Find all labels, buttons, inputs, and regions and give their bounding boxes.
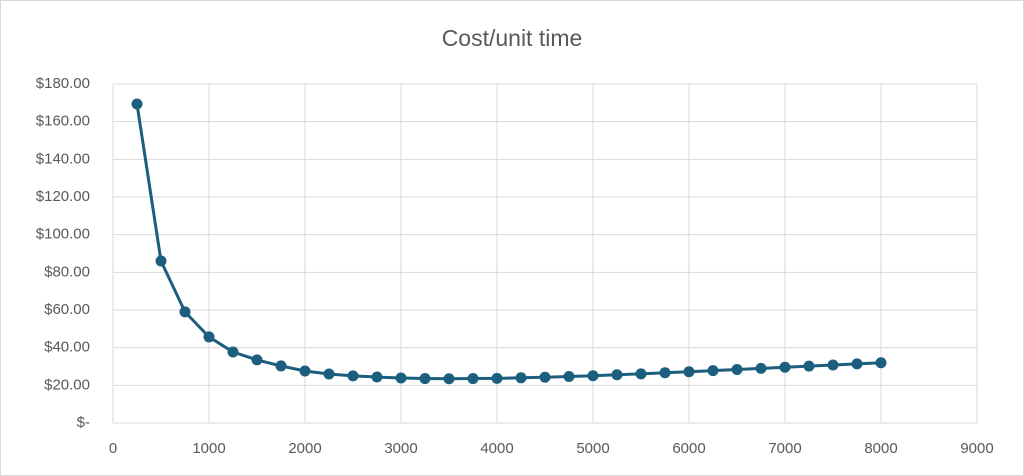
x-tick-label: 7000 [768, 440, 801, 457]
y-tick-label: $140.00 [36, 150, 90, 167]
data-point [539, 371, 551, 383]
data-point [803, 360, 815, 372]
data-point [563, 370, 575, 382]
x-tick-label: 9000 [960, 440, 993, 457]
data-point [491, 372, 503, 384]
y-tick-label: $160.00 [36, 113, 90, 130]
y-tick-label: $40.00 [44, 339, 90, 356]
x-tick-label: 8000 [864, 440, 897, 457]
y-tick-label: $20.00 [44, 376, 90, 393]
data-point [347, 370, 359, 382]
y-tick-label: $60.00 [44, 301, 90, 318]
data-point [659, 367, 671, 379]
data-point [731, 364, 743, 376]
data-point [179, 306, 191, 318]
data-point [323, 368, 335, 380]
x-tick-label: 6000 [672, 440, 705, 457]
data-point [707, 365, 719, 377]
data-point [635, 368, 647, 380]
data-point [683, 366, 695, 378]
x-tick-label: 5000 [576, 440, 609, 457]
data-point [395, 372, 407, 384]
chart-title: Cost/unit time [442, 25, 583, 51]
data-point [251, 354, 263, 366]
y-tick-label: $80.00 [44, 263, 90, 280]
data-point [851, 358, 863, 370]
x-tick-label: 0 [109, 440, 117, 457]
data-point [203, 331, 215, 343]
y-tick-label: $180.00 [36, 75, 90, 92]
data-point [827, 359, 839, 371]
y-tick-label: $120.00 [36, 188, 90, 205]
data-point [155, 255, 167, 267]
data-point [419, 373, 431, 385]
data-point [275, 360, 287, 372]
data-point [299, 365, 311, 377]
data-point [131, 98, 143, 110]
data-point [875, 357, 887, 369]
data-point [371, 371, 383, 383]
data-point [467, 373, 479, 385]
x-tick-label: 4000 [480, 440, 513, 457]
data-point [611, 369, 623, 381]
x-tick-label: 1000 [192, 440, 225, 457]
data-point [779, 361, 791, 373]
data-point [227, 346, 239, 358]
y-tick-label: $- [77, 414, 90, 431]
data-point [515, 372, 527, 384]
x-tick-label: 3000 [384, 440, 417, 457]
x-tick-label: 2000 [288, 440, 321, 457]
data-point [755, 362, 767, 374]
data-point [443, 373, 455, 385]
y-tick-label: $100.00 [36, 226, 90, 243]
data-point [587, 370, 599, 382]
